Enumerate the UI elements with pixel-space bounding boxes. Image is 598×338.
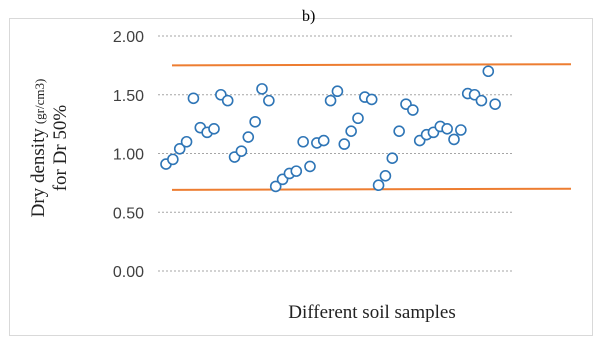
- y-axis-title-main: Dry density: [28, 128, 49, 218]
- data-point: [208, 123, 220, 135]
- y-tick-label: 1.00: [113, 147, 144, 164]
- y-tick-label: 0.50: [113, 205, 144, 222]
- data-point: [475, 94, 488, 107]
- y-axis-title: Dry density (gr/cm3): [28, 79, 49, 218]
- lower-limit-line: [171, 187, 572, 191]
- data-point: [338, 138, 351, 150]
- data-point: [317, 134, 330, 147]
- data-point: [242, 131, 255, 143]
- data-point: [372, 179, 385, 192]
- y-tick-labels: 0.00 0.50 1.00 1.50 2.00: [113, 29, 144, 281]
- data-point: [365, 93, 378, 106]
- data-point: [386, 152, 399, 164]
- data-point: [235, 145, 248, 157]
- data-point: [256, 83, 268, 95]
- panel-label: b): [302, 8, 316, 25]
- x-axis-title: Different soil samples: [288, 302, 455, 323]
- data-point: [187, 92, 200, 105]
- gridlines: [158, 35, 512, 272]
- data-point: [221, 94, 234, 107]
- data-point: [173, 143, 186, 155]
- chart-frame: b): [9, 8, 593, 336]
- y-tick-label: 2.00: [113, 29, 144, 46]
- data-point: [441, 123, 453, 135]
- y-tick-label: 1.50: [113, 88, 144, 105]
- data-point: [269, 180, 282, 193]
- upper-limit-line: [171, 63, 572, 67]
- data-point: [249, 115, 261, 128]
- data-point: [304, 160, 316, 173]
- limit-lines: [171, 63, 572, 191]
- y-axis-title-unit: (gr/cm3): [32, 79, 47, 124]
- data-point: [379, 170, 392, 182]
- data-point: [455, 124, 467, 136]
- data-point: [482, 65, 495, 78]
- data-point: [324, 94, 337, 107]
- data-point: [290, 165, 303, 177]
- y-axis-title-line2: for Dr 50%: [50, 105, 71, 192]
- data-point: [180, 135, 193, 148]
- data-point: [345, 125, 357, 137]
- data-point: [393, 125, 405, 137]
- data-points: [160, 65, 501, 193]
- data-point: [167, 153, 179, 166]
- data-point: [489, 98, 501, 110]
- data-point: [331, 85, 344, 98]
- data-point: [407, 104, 419, 116]
- data-point: [448, 133, 460, 146]
- y-tick-label: 0.00: [113, 264, 144, 281]
- data-point: [352, 112, 364, 125]
- data-point: [263, 94, 275, 107]
- data-point: [297, 135, 309, 148]
